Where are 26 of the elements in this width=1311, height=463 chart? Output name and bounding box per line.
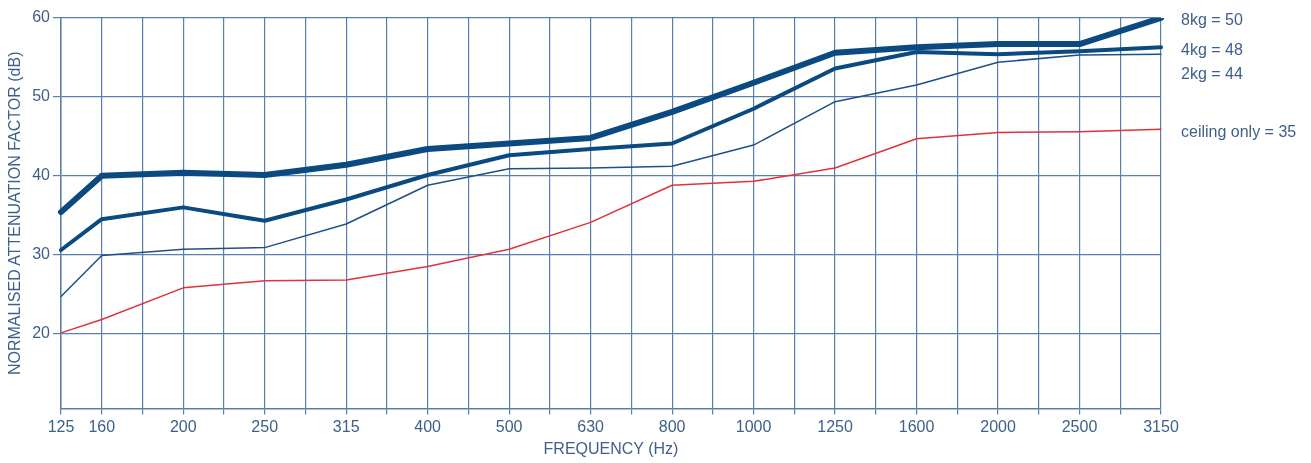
x-tick-label: 160: [88, 417, 116, 435]
x-tick-label: 250: [251, 417, 279, 435]
x-tick-label: 125: [47, 417, 75, 435]
x-tick-label: 1600: [898, 417, 935, 435]
x-tick-label: 1250: [817, 417, 853, 435]
series-label: ceiling only = 35: [1181, 122, 1297, 140]
x-tick-label: 800: [658, 417, 686, 435]
y-tick-label: 20: [32, 324, 51, 342]
y-tick-label: 50: [32, 87, 51, 105]
x-tick-label: 630: [577, 417, 605, 435]
x-tick-label: 315: [332, 417, 360, 435]
y-tick-label: 40: [32, 166, 51, 184]
x-tick-label: 3150: [1143, 417, 1179, 435]
x-tick-label: 2500: [1061, 417, 1098, 435]
x-tick-label: 400: [414, 417, 442, 435]
y-tick-label: 30: [32, 245, 51, 263]
y-tick-label: 60: [32, 8, 51, 26]
x-tick-label: 500: [495, 417, 523, 435]
y-axis-title: NORMALISED ATTENUATION FACTOR (dB): [6, 51, 24, 376]
series-label: 8kg = 50: [1181, 11, 1243, 29]
x-axis-title: FREQUENCY (Hz): [543, 439, 679, 457]
x-tick-label: 1000: [735, 417, 772, 435]
series-label: 4kg = 48: [1181, 40, 1243, 58]
x-tick-label: 2000: [980, 417, 1016, 435]
series-label: 2kg = 44: [1181, 64, 1243, 82]
x-tick-label: 200: [169, 417, 197, 435]
